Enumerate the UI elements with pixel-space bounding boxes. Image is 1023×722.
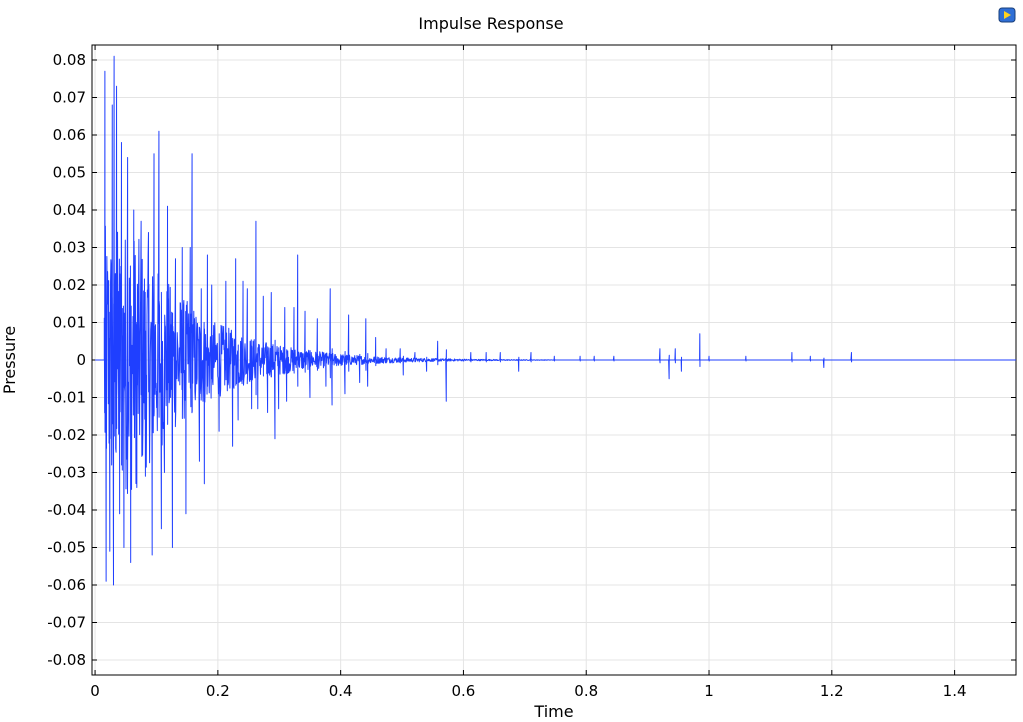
chart-title: Impulse Response: [418, 14, 563, 33]
y-tick-label: -0.04: [47, 501, 86, 519]
y-axis: 0.08 0.07 0.06 0.05 0.04 0.03 0.02 0.01 0 -0.01 -0…: [47, 51, 1016, 669]
x-tick-label: 0: [90, 682, 100, 700]
y-tick-label: -0.08: [47, 651, 86, 669]
x-tick-label: 0.8: [574, 682, 598, 700]
y-tick-label: -0.06: [47, 576, 86, 594]
y-tick-label: 0.06: [53, 126, 86, 144]
x-tick-label: 1.2: [820, 682, 844, 700]
y-axis-label: Pressure: [0, 326, 19, 394]
y-tick-label: 0.04: [53, 201, 86, 219]
y-tick-label: -0.07: [47, 614, 86, 632]
y-tick-label: 0.01: [53, 314, 86, 332]
x-tick-label: 0.4: [329, 682, 353, 700]
y-tick-label: 0.08: [53, 51, 86, 69]
y-tick-label: 0.02: [53, 276, 86, 294]
y-tick-label: -0.03: [47, 464, 86, 482]
x-tick-label: 1.4: [943, 682, 967, 700]
series-group: [95, 55, 1017, 586]
y-tick-label: -0.02: [47, 426, 86, 444]
series-line: [95, 55, 1017, 586]
x-axis: 0 0.2 0.4 0.6 0.8 1 1.2 1.4: [90, 45, 967, 700]
y-tick-label: 0.05: [53, 164, 86, 182]
y-tick-label: 0.07: [53, 89, 86, 107]
y-tick-label: -0.01: [47, 389, 86, 407]
y-tick-label: 0.03: [53, 239, 86, 257]
x-tick-label: 1: [704, 682, 714, 700]
x-tick-label: 0.2: [206, 682, 230, 700]
play-icon[interactable]: [998, 6, 1016, 24]
x-axis-label: Time: [533, 702, 573, 721]
x-tick-label: 0.6: [452, 682, 476, 700]
y-tick-label: 0: [76, 351, 86, 369]
y-tick-label: -0.05: [47, 539, 86, 557]
